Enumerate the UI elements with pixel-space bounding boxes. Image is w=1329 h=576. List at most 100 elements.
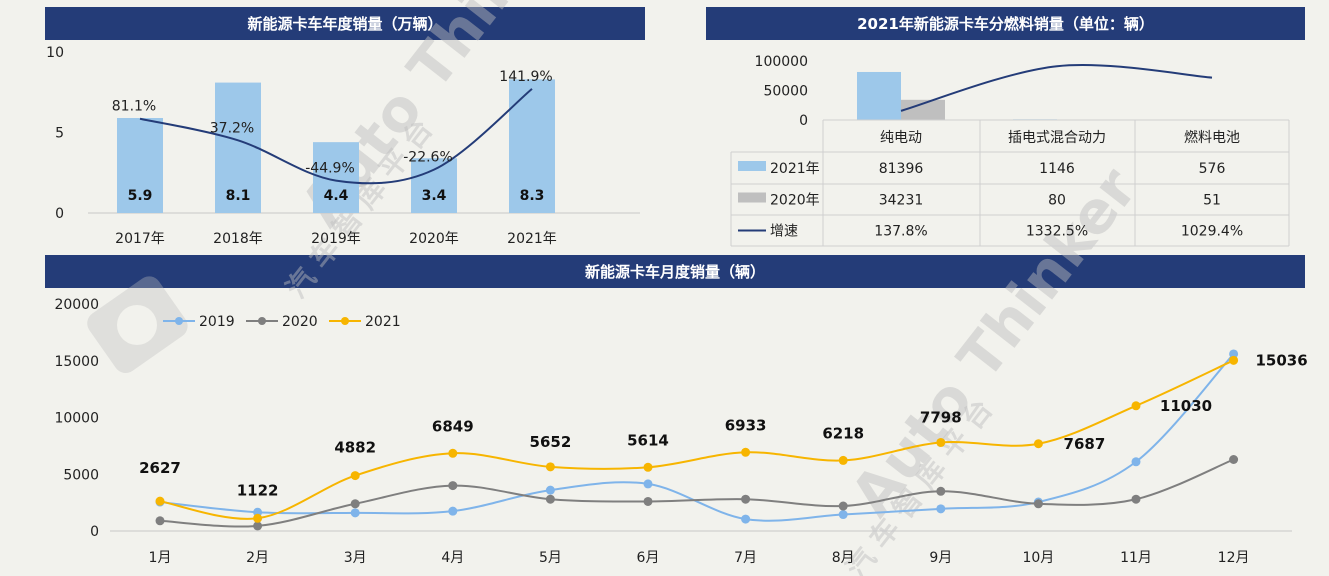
y-tick-label: 0 <box>799 113 808 129</box>
x-tick-label: 12月 <box>1218 550 1250 566</box>
point-2020 <box>253 521 263 531</box>
data-label-2021: 5614 <box>627 431 669 449</box>
x-tick-label: 2月 <box>246 550 269 566</box>
data-label-2021: 7687 <box>1064 435 1106 453</box>
bar-value-label: 5.9 <box>128 188 153 204</box>
table-cell: 1029.4% <box>1181 224 1243 240</box>
bar-value-label: 4.4 <box>324 188 349 204</box>
data-label-2021: 7798 <box>920 408 962 426</box>
point-2019 <box>545 485 555 495</box>
point-2019 <box>643 479 653 489</box>
point-2020 <box>1229 454 1239 464</box>
point-2021 <box>936 437 946 447</box>
x-tick-label: 3月 <box>344 550 367 566</box>
x-tick-label: 4月 <box>441 550 464 566</box>
point-2021 <box>545 462 555 472</box>
point-2021 <box>1229 355 1239 365</box>
series-line-2020 <box>159 458 1234 528</box>
point-2019 <box>936 504 946 514</box>
bar-2021-纯电动 <box>857 71 901 120</box>
x-tick-label: 8月 <box>832 550 855 566</box>
bar-value-label: 8.3 <box>520 188 545 204</box>
data-label-2021: 11030 <box>1160 397 1212 415</box>
y-tick-label: 5000 <box>63 467 99 483</box>
data-label-2021: 6218 <box>822 424 864 442</box>
y-tick-label: 0 <box>90 524 99 540</box>
table-cell: 137.8% <box>874 224 927 240</box>
point-2021 <box>448 448 458 458</box>
point-2020 <box>936 486 946 496</box>
table-cell: 51 <box>1203 193 1221 209</box>
table-header-cell: 插电式混合动力 <box>1008 130 1106 146</box>
x-tick-label: 6月 <box>637 550 660 566</box>
y-tick-label: 0 <box>55 206 64 222</box>
y-tick-label: 15000 <box>54 354 99 370</box>
point-2019 <box>448 506 458 516</box>
legend-swatch-2020年 <box>738 192 766 203</box>
bar-value-label: 3.4 <box>422 188 447 204</box>
x-tick-label: 7月 <box>734 550 757 566</box>
point-2020 <box>1131 494 1141 504</box>
x-tick-label: 2020年 <box>409 231 459 247</box>
legend-marker-2020 <box>258 317 266 325</box>
legend-label: 2020年 <box>770 193 820 209</box>
data-label-2021: 1122 <box>237 481 279 499</box>
point-2020 <box>838 501 848 511</box>
point-2020 <box>643 496 653 506</box>
legend-label: 2019 <box>199 314 235 330</box>
point-2020 <box>448 481 458 491</box>
y-tick-label: 5 <box>55 126 64 142</box>
x-tick-label: 10月 <box>1022 550 1054 566</box>
point-2019 <box>741 514 751 524</box>
point-2021 <box>155 496 165 506</box>
table-header-cell: 纯电动 <box>880 130 922 146</box>
annual-sales-title: 新能源卡车年度销量（万辆） <box>45 7 645 40</box>
legend-label: 增速 <box>770 224 798 240</box>
table-cell: 80 <box>1048 193 1066 209</box>
bar-2017年 <box>117 118 163 213</box>
legend-marker-2021 <box>341 317 349 325</box>
growth-label: -22.6% <box>403 150 453 166</box>
x-tick-label: 2018年 <box>213 231 263 247</box>
growth-label: 81.1% <box>112 99 156 115</box>
y-tick-label: 50000 <box>763 84 808 100</box>
point-2021 <box>741 447 751 457</box>
table-cell: 1146 <box>1039 161 1075 177</box>
point-2020 <box>1033 499 1043 509</box>
x-tick-label: 11月 <box>1120 550 1152 566</box>
growth-label: 141.9% <box>499 69 552 85</box>
point-2019 <box>838 510 848 520</box>
point-2019 <box>1131 457 1141 467</box>
point-2020 <box>155 516 165 526</box>
legend-label: 2021年 <box>770 161 820 177</box>
point-2021 <box>253 513 263 523</box>
table-header-cell: 燃料电池 <box>1184 129 1240 146</box>
watermark-logo-ring <box>117 305 157 345</box>
x-tick-label: 2021年 <box>507 231 557 247</box>
growth-label: 37.2% <box>210 120 254 136</box>
monthly-sales-title: 新能源卡车月度销量（辆） <box>45 255 1305 288</box>
point-2019 <box>1229 349 1239 359</box>
growth-label: -44.9% <box>305 161 355 177</box>
legend-swatch-2021年 <box>738 161 766 171</box>
point-2021 <box>1131 401 1141 411</box>
x-tick-label: 2019年 <box>311 231 361 247</box>
point-2019 <box>350 508 360 518</box>
y-tick-label: 20000 <box>54 297 99 313</box>
fuel-sales-title: 2021年新能源卡车分燃料销量（单位：辆） <box>706 7 1305 40</box>
point-2020 <box>545 494 555 504</box>
y-tick-label: 100000 <box>755 54 808 70</box>
legend-marker-2019 <box>175 317 183 325</box>
growth-line <box>139 88 533 185</box>
y-tick-label: 10 <box>46 45 64 61</box>
legend-label: 2021 <box>365 314 401 330</box>
table-cell: 34231 <box>879 193 924 209</box>
series-line-2021 <box>159 359 1235 520</box>
x-tick-label: 9月 <box>929 550 952 566</box>
point-2021 <box>838 455 848 465</box>
point-2021 <box>1033 439 1043 449</box>
bar-2020年 <box>411 158 457 213</box>
